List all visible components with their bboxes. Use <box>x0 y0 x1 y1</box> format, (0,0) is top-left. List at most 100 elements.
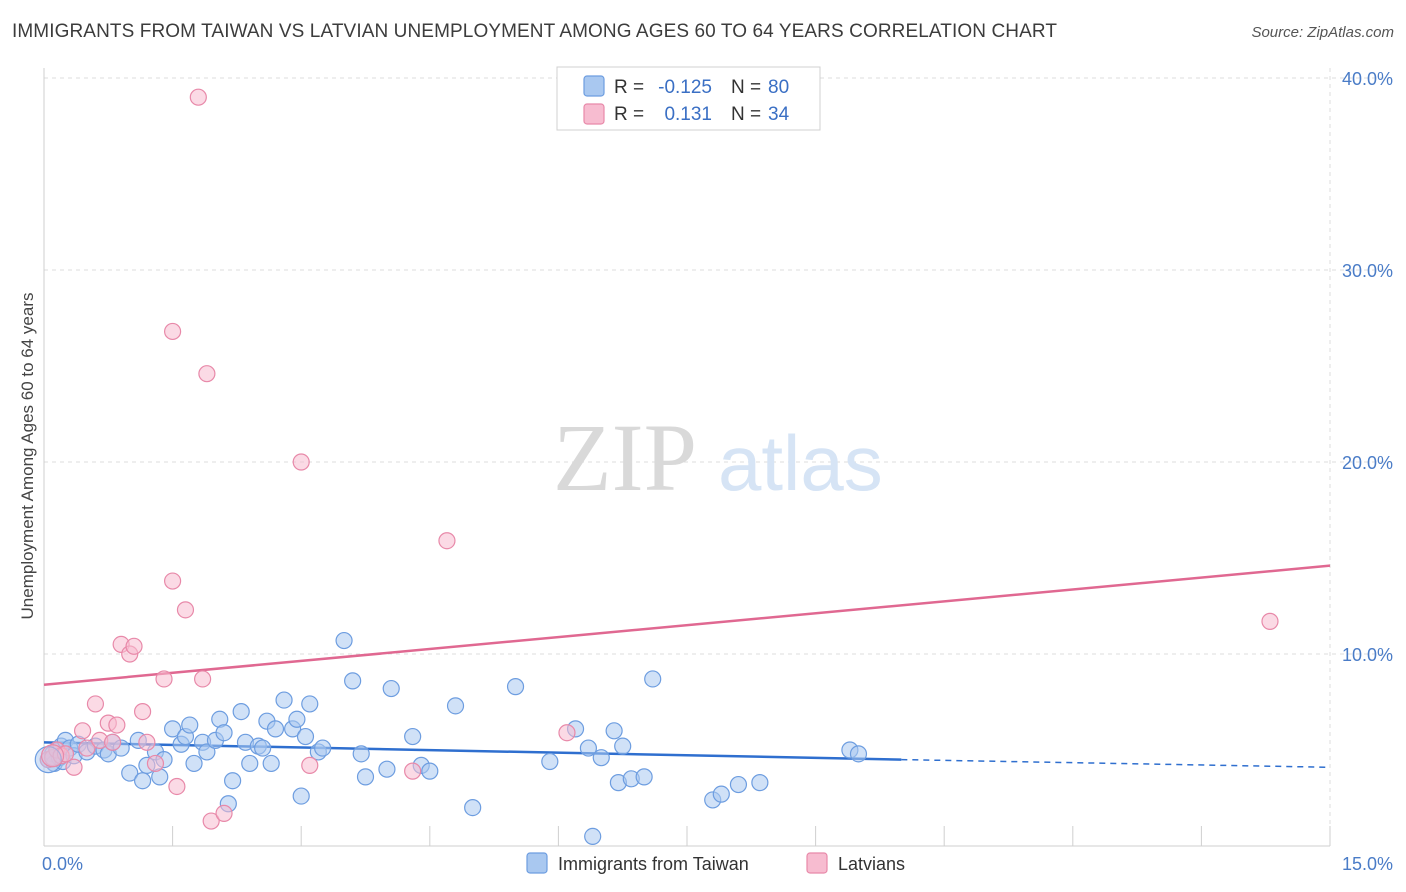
y-tick-label-1: 20.0% <box>1342 453 1393 473</box>
x-tick-label-0: 0.0% <box>42 854 83 874</box>
point-taiwan-28 <box>185 754 203 773</box>
x-tick-label-1: 15.0% <box>1342 854 1393 874</box>
axes <box>43 68 1331 847</box>
point-taiwan-35 <box>224 772 242 790</box>
trend-lines <box>43 564 1331 769</box>
watermark-zip: ZIP <box>553 404 697 511</box>
y-tick-label-2: 30.0% <box>1342 261 1393 281</box>
point-taiwan-53 <box>344 672 362 690</box>
legend-latvian-r-value: 0.131 <box>664 104 712 125</box>
point-taiwan-46 <box>288 710 306 728</box>
point-taiwan-51 <box>314 739 332 757</box>
point-latvian-20 <box>164 322 182 341</box>
y-tick-label-3: 40.0% <box>1342 69 1393 89</box>
point-taiwan-33 <box>215 724 233 742</box>
legend-latvian-n-value: 34 <box>768 104 790 125</box>
point-taiwan-64 <box>541 752 559 771</box>
point-taiwan-40 <box>254 739 272 757</box>
point-taiwan-60 <box>421 762 439 780</box>
y-axis-title: Unemployment Among Ages 60 to 64 years <box>18 293 37 620</box>
point-latvian-cluster <box>40 744 65 768</box>
point-taiwan-57 <box>382 679 400 698</box>
bottom-legend-swatch-latvian <box>806 852 828 874</box>
point-taiwan-47 <box>292 787 310 805</box>
bottom-legend-taiwan: Immigrants from Taiwan <box>558 854 749 874</box>
point-taiwan-78 <box>751 774 769 792</box>
point-taiwan-49 <box>301 695 319 713</box>
bottom-legend-swatch-taiwan <box>526 852 548 874</box>
point-taiwan-43 <box>266 720 285 738</box>
point-latvian-5 <box>65 758 83 776</box>
legend-swatch-latvian <box>583 103 605 125</box>
grid-lines <box>44 68 1392 846</box>
point-latvian-22 <box>168 777 186 796</box>
point-taiwan-17 <box>121 764 139 782</box>
point-latvian-34 <box>1261 612 1279 630</box>
legend-swatch-taiwan <box>583 75 605 97</box>
point-latvian-18 <box>146 754 165 773</box>
point-taiwan-69 <box>605 722 623 740</box>
point-latvian-33 <box>558 724 576 742</box>
tick-labels: 10.0% 20.0% 30.0% 40.0% 0.0% 15.0% <box>42 69 1393 874</box>
point-taiwan-56 <box>378 760 396 778</box>
watermark: ZIP atlas <box>553 404 883 511</box>
point-latvian-12 <box>108 716 126 734</box>
point-taiwan-62 <box>464 798 482 817</box>
point-latvian-32 <box>438 532 456 550</box>
point-latvian-19 <box>155 670 173 688</box>
legend-latvian-n-label: N = <box>731 104 761 125</box>
point-latvian-24 <box>189 88 207 106</box>
legend-box: R = -0.125 N = 80 R = 0.131 N = 34 <box>556 66 821 131</box>
point-latvian-16 <box>133 702 152 721</box>
point-taiwan-68 <box>592 749 610 767</box>
y-tick-label-0: 10.0% <box>1342 645 1393 665</box>
point-taiwan-48 <box>296 727 315 746</box>
point-taiwan-36 <box>232 702 250 721</box>
point-latvian-15 <box>125 637 143 655</box>
point-latvian-30 <box>301 756 319 774</box>
point-taiwan-73 <box>635 768 653 786</box>
point-taiwan-19 <box>133 772 152 790</box>
point-latvian-21 <box>164 572 182 590</box>
point-taiwan-80 <box>849 745 868 763</box>
point-taiwan-71 <box>614 737 632 755</box>
point-latvian-31 <box>404 762 422 780</box>
point-latvian-26 <box>198 365 216 383</box>
point-latvian-23 <box>176 601 195 619</box>
point-taiwan-52 <box>335 631 353 650</box>
point-latvian-7 <box>78 739 96 757</box>
point-taiwan-66 <box>579 739 598 757</box>
legend-taiwan-n-value: 80 <box>768 77 789 98</box>
point-taiwan-30 <box>198 743 216 761</box>
trend-line-latvian <box>43 564 1331 686</box>
watermark-atlas: atlas <box>718 419 883 507</box>
point-taiwan-38 <box>241 754 259 773</box>
trend-line-taiwan-extrapolated <box>901 758 1331 769</box>
point-taiwan-61 <box>446 697 465 715</box>
chart-title: IMMIGRANTS FROM TAIWAN VS LATVIAN UNEMPL… <box>12 21 1058 42</box>
legend-taiwan-n-label: N = <box>731 77 761 98</box>
chart-source: Source: ZipAtlas.com <box>1251 24 1394 41</box>
bottom-legend: Immigrants from Taiwan Latvians <box>526 852 905 874</box>
point-taiwan-42 <box>262 754 280 773</box>
point-taiwan-74 <box>644 670 662 688</box>
point-taiwan-63 <box>506 678 525 696</box>
point-taiwan-77 <box>729 775 748 794</box>
bottom-legend-latvian: Latvians <box>838 854 905 874</box>
point-latvian-17 <box>138 733 156 751</box>
point-latvian-8 <box>86 695 105 713</box>
point-taiwan-44 <box>275 691 293 709</box>
point-taiwan-27 <box>181 716 199 734</box>
legend-taiwan-r-label: R = <box>614 77 644 98</box>
legend-taiwan-r-value: -0.125 <box>658 77 712 98</box>
point-taiwan-55 <box>356 768 375 786</box>
point-latvian-28 <box>215 804 233 822</box>
point-latvian-6 <box>73 722 92 740</box>
legend-latvian-r-label: R = <box>614 104 644 125</box>
point-taiwan-58 <box>404 727 422 746</box>
point-taiwan-76 <box>712 785 730 803</box>
point-latvian-27 <box>202 812 220 830</box>
point-latvian-25 <box>194 670 212 688</box>
point-taiwan-24 <box>164 720 182 738</box>
